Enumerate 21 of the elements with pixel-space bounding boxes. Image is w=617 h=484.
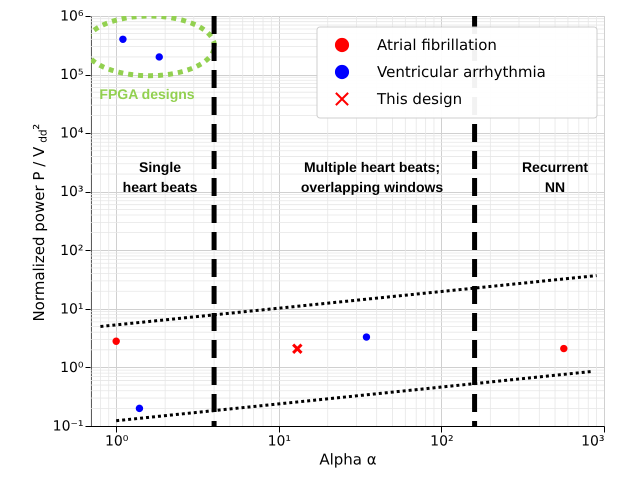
y-tick-label: 10⁵	[60, 67, 84, 84]
x-tick-label: 10³	[581, 434, 604, 450]
annotation: Multiple heart beats; overlapping windows	[300, 159, 444, 195]
x-tick-label: 10¹	[268, 434, 292, 450]
x-axis-title: Alpha α	[319, 450, 377, 468]
y-tick-label: 10⁶	[60, 8, 84, 24]
annotation: Single heart beats	[122, 159, 198, 195]
y-tick-label: 10¹	[60, 301, 84, 318]
y-tick-label: 10³	[60, 184, 84, 200]
y-tick-label: 10⁰	[60, 360, 84, 376]
y-axis-title: Normalized power P / Vdd²	[30, 124, 50, 322]
y-tick-label: 10⁴	[60, 126, 84, 142]
annotation: Recurrent NN	[522, 159, 588, 195]
y-tick-label: 10²	[60, 242, 84, 259]
annotation: FPGA designs	[99, 86, 195, 102]
y-tick-label: 10⁻¹	[52, 418, 84, 434]
x-tick-label: 10²	[430, 434, 454, 450]
x-tick-label: 10⁰	[104, 434, 129, 450]
legend-label: This design	[376, 90, 462, 108]
legend-label: Atrial fibrillation	[377, 36, 497, 54]
legend-label: Ventricular arrhythmia	[377, 63, 546, 81]
